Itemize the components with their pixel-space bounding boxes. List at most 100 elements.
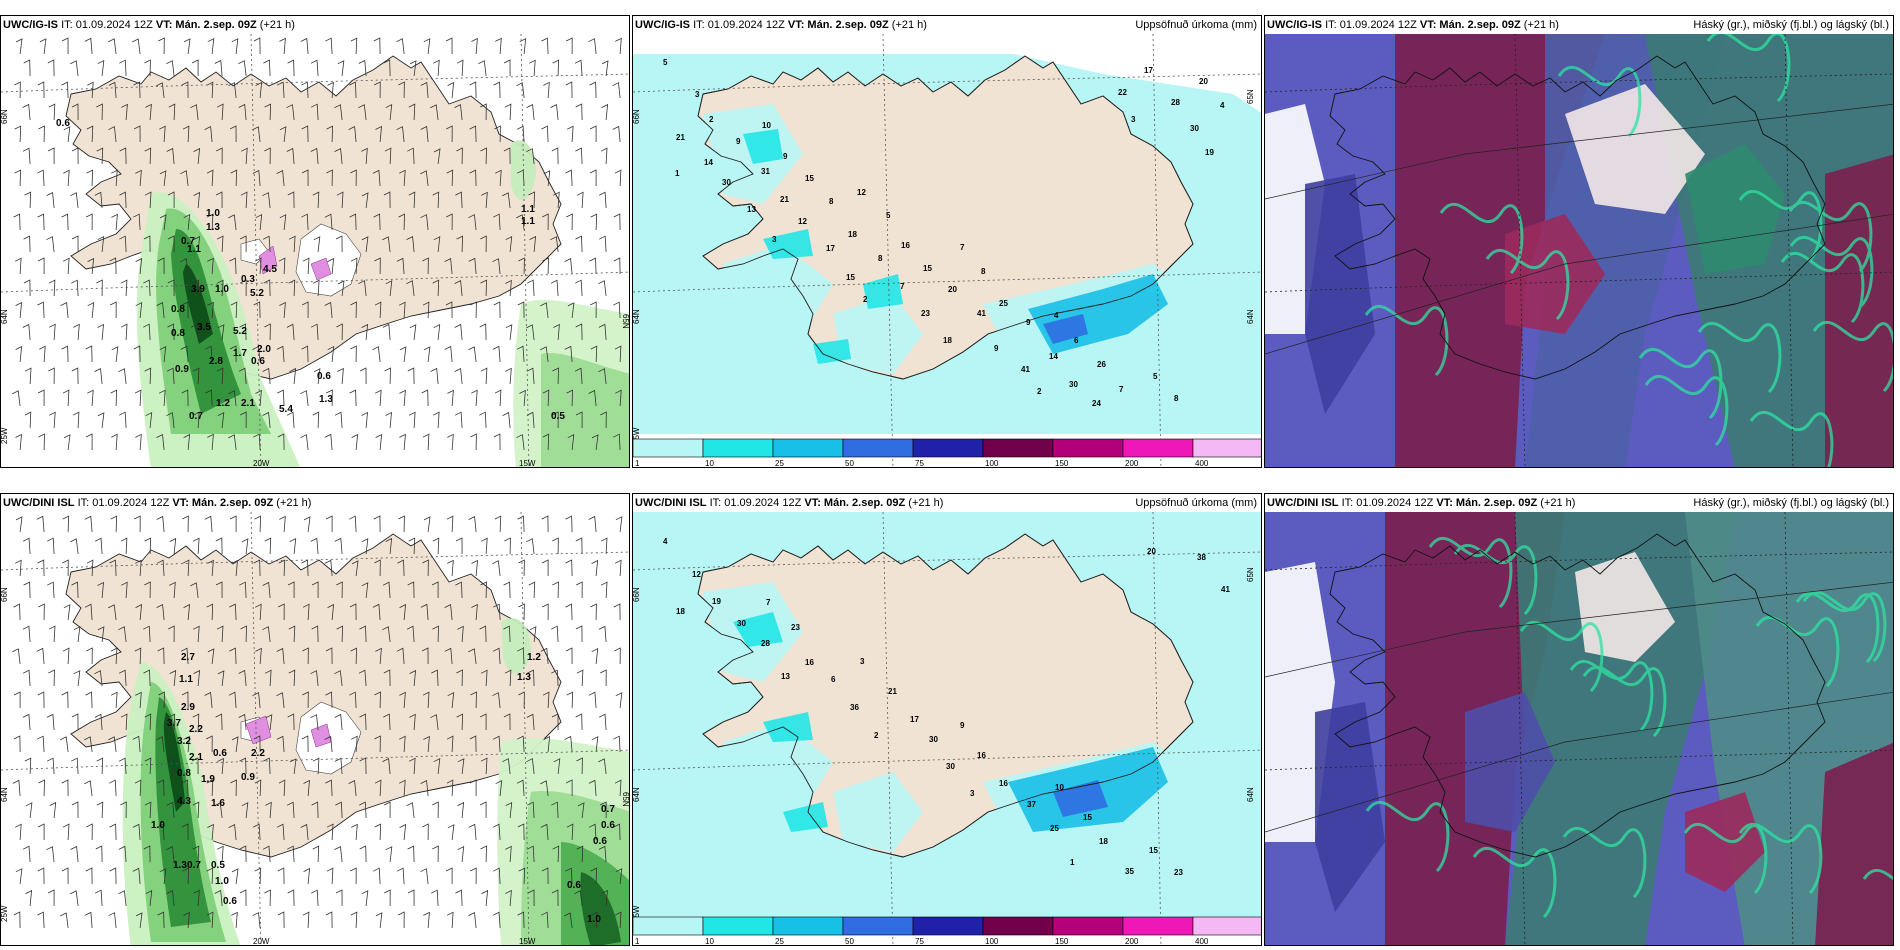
wind-barb — [588, 691, 597, 709]
boundary-line — [1265, 691, 1893, 833]
wind-barb — [420, 779, 429, 797]
wind-barb — [446, 779, 454, 797]
wind-barb — [255, 647, 262, 665]
wind-barb — [614, 559, 622, 577]
wind-barb — [192, 279, 200, 297]
graticule — [1, 512, 629, 945]
panel-accum-precip-dini: UWC/DINI ISL IT: 01.09.2024 12Z VT: Mán.… — [632, 493, 1262, 946]
wind-barb — [469, 81, 477, 99]
wind-barb — [254, 779, 262, 797]
accum-value-label: 25 — [1050, 824, 1059, 833]
wind-barb — [156, 823, 165, 841]
wind-barb — [444, 345, 453, 363]
wind-barb — [422, 823, 429, 841]
wind-barb — [493, 301, 501, 319]
wind-barb — [601, 60, 609, 77]
accum-value-labels: 4739101512232116152319161716183830630373… — [663, 537, 1230, 877]
wind-barb — [543, 81, 550, 99]
cloud-layer — [1685, 792, 1765, 892]
wind-barb — [135, 257, 143, 275]
wind-barb — [325, 515, 333, 533]
wind-barb — [167, 757, 175, 775]
wind-barb — [204, 515, 213, 533]
wind-barb — [144, 801, 152, 819]
wind-barb — [480, 103, 487, 121]
wind-barb — [277, 911, 285, 929]
wind-barb — [63, 434, 71, 451]
wind-barb — [431, 889, 439, 907]
wind-barb — [96, 279, 103, 297]
wind-barb — [63, 169, 70, 187]
precip-value-label: 1.7 — [233, 348, 247, 359]
wind-barb — [120, 801, 127, 819]
accum-value-label: 10 — [1055, 783, 1064, 792]
wind-barb — [231, 911, 238, 929]
wind-barb — [336, 581, 343, 599]
wind-barb — [327, 603, 335, 621]
accum-value-label: 16 — [999, 779, 1008, 788]
wind-barb — [118, 845, 127, 863]
wind-barb — [143, 279, 151, 297]
wind-barb — [349, 515, 357, 533]
wind-barb — [231, 559, 238, 577]
latitude-line — [633, 551, 1261, 571]
wind-barb — [359, 367, 367, 385]
wind-barb — [206, 779, 214, 797]
wind-barb — [38, 125, 45, 143]
wind-barb — [276, 345, 285, 363]
precip-value-label: 2.2 — [189, 724, 203, 735]
wind-barb — [286, 104, 295, 121]
wind-barb — [613, 213, 621, 231]
wind-barb — [374, 257, 381, 275]
wind-barb — [385, 537, 393, 555]
wind-barb — [313, 368, 321, 385]
wind-barb — [382, 236, 391, 253]
wind-barb — [84, 736, 93, 753]
wind-barb — [529, 59, 536, 77]
wind-barb — [206, 867, 214, 885]
wind-barb — [420, 81, 429, 99]
accum-value-label: 18 — [943, 336, 952, 345]
wind-barb — [542, 389, 550, 407]
wind-barb — [22, 147, 31, 165]
wind-barb — [231, 736, 239, 753]
wind-barb — [432, 625, 439, 643]
wind-barb — [613, 735, 621, 753]
cloud-contour — [1428, 537, 1513, 609]
wind-barb — [71, 279, 79, 297]
colorbar-tick-label: 10 — [705, 937, 714, 946]
wind-barb — [119, 411, 127, 429]
precip-value-label: 1.1 — [521, 204, 535, 215]
wind-barb — [550, 103, 559, 121]
model-name: UWC/IG-IS — [3, 19, 58, 31]
precip-value-label: 1.1 — [187, 244, 201, 255]
wind-barb — [156, 515, 165, 533]
wind-barb — [399, 433, 406, 451]
wind-barb — [446, 213, 453, 231]
wind-barb — [350, 867, 357, 885]
accum-value-label: 21 — [676, 133, 685, 142]
wind-barb — [423, 911, 430, 929]
accum-value-label: 41 — [977, 309, 986, 318]
wind-barb — [385, 846, 393, 863]
wind-barb — [120, 713, 128, 731]
wind-barb — [518, 559, 525, 577]
accum-value-label: 14 — [704, 158, 713, 167]
lat-label-64n-right: 64N — [1246, 787, 1255, 802]
wind-barb — [358, 104, 367, 121]
wind-barb — [529, 626, 537, 643]
wind-barb — [374, 779, 382, 797]
accum-value-label: 21 — [780, 195, 789, 204]
cloud-contour — [1802, 591, 1887, 663]
wind-barb — [303, 867, 311, 885]
wind-barb — [469, 169, 477, 187]
precip-value-label: 1.0 — [206, 208, 220, 219]
wind-barb — [302, 691, 309, 709]
cloud-contours — [1364, 34, 1893, 467]
wind-barb — [287, 191, 295, 209]
wind-barb — [327, 257, 335, 275]
wind-barb — [22, 103, 31, 121]
wind-barb — [109, 559, 117, 577]
wind-barb — [480, 757, 488, 775]
wind-barb — [433, 236, 441, 253]
